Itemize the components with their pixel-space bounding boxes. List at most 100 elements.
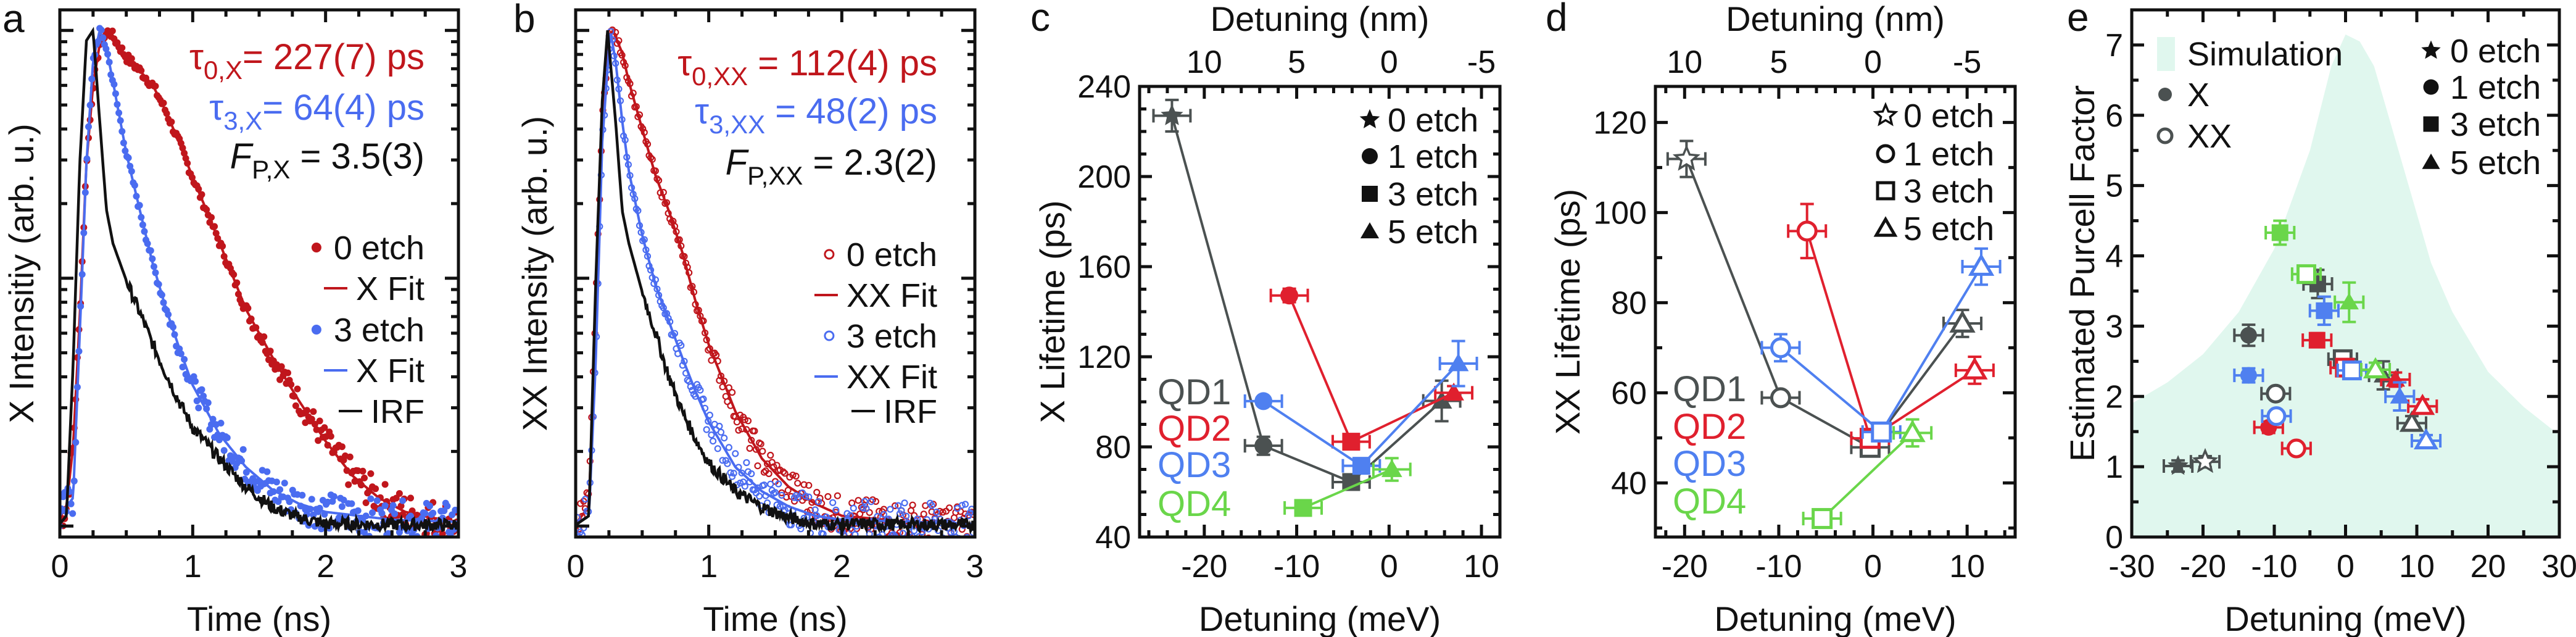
data-point: [263, 468, 271, 475]
data-point-triangle: [2339, 293, 2359, 310]
data-point: [709, 437, 717, 445]
data-point: [703, 426, 710, 433]
data-point: [381, 481, 389, 488]
data-point: [391, 510, 399, 517]
data-point: [361, 528, 368, 536]
data-point: [834, 492, 842, 499]
legend-label: 3 etch: [847, 318, 937, 355]
annotation-value: = 3.5(3): [290, 136, 425, 177]
data-point: [346, 453, 354, 460]
data-point: [759, 448, 766, 455]
connector-line: [1302, 468, 1393, 509]
data-point: [958, 502, 966, 509]
data-point: [945, 504, 953, 512]
annotation-symbol: F: [726, 143, 750, 183]
data-point: [741, 416, 748, 423]
data-point-circle: [1280, 286, 1299, 305]
legend-marker-icon: [824, 249, 835, 260]
annotation-subscript: 3,X: [223, 106, 262, 135]
x-tick-label: 0: [1864, 549, 1882, 585]
annotation-symbol: F: [230, 136, 254, 177]
data-point: [700, 395, 707, 403]
data-point: [779, 468, 787, 475]
data-point: [195, 404, 202, 412]
data-point: [765, 470, 772, 478]
connector-line: [1262, 362, 1460, 468]
axes-frame: [574, 8, 977, 539]
data-point: [802, 493, 810, 500]
data-point: [281, 480, 288, 487]
qd-label: QD1: [1673, 369, 1746, 409]
data-point: [903, 512, 910, 520]
y-tick-label: 5: [2105, 169, 2123, 204]
data-point: [794, 494, 801, 502]
data-point-triangle: [1968, 253, 1995, 276]
data-point: [868, 498, 875, 506]
legend-label: 3 etch: [1388, 176, 1478, 213]
data-point: [407, 494, 414, 502]
data-point: [330, 493, 338, 500]
legend-square-icon: [1362, 186, 1378, 202]
plot-area: [576, 26, 975, 537]
data-point: [378, 510, 386, 517]
data-point-star: [1161, 104, 1183, 125]
legend-simulation-swatch: [2157, 37, 2175, 71]
data-point: [421, 510, 429, 517]
data-point: [429, 509, 437, 517]
data-point: [824, 493, 832, 501]
x-tick-label: -10: [1274, 549, 1320, 585]
y-tick-label: 0: [2105, 520, 2123, 556]
data-point: [744, 417, 752, 425]
y-tick-label: 160: [1077, 249, 1131, 285]
data-point: [338, 443, 346, 451]
data-point-circle: [1796, 220, 1818, 242]
plot-area: [1152, 98, 1478, 517]
legend-label: 1 etch: [2450, 69, 2541, 106]
data-point-triangle: [2410, 393, 2435, 415]
y-axis-title: XX Intensity (arb. u.): [515, 116, 554, 431]
data-point: [800, 481, 808, 488]
y-tick-label: 1: [2105, 449, 2123, 485]
legend-label: 0 etch: [1903, 98, 1994, 135]
legend-label: 1 etch: [1903, 136, 1994, 173]
annotation-symbol: τ: [695, 91, 709, 131]
group-qd3: [2233, 295, 2442, 450]
panel-c: c Detuning (meV) X Lifetime (ps) -20 -10 0 10 4…: [1030, 0, 1502, 637]
legend-label: 5 etch: [1903, 210, 1994, 248]
qd-label: QD2: [1673, 407, 1746, 447]
y-axis-title: X Lifetime (ps): [1033, 201, 1072, 423]
data-point: [239, 446, 247, 453]
data-point: [367, 495, 375, 502]
data-point: [273, 478, 280, 486]
data-point: [452, 506, 458, 514]
annotation-symbol: τ: [677, 43, 692, 83]
ticks: [574, 10, 977, 537]
plot-area: [2132, 34, 2559, 537]
data-point: [735, 427, 742, 434]
data-point: [316, 417, 323, 425]
data-point: [340, 496, 347, 504]
legend-circle-icon: [1362, 148, 1378, 164]
x-axis-title: Time (ns): [703, 599, 847, 637]
qd-label: QD1: [1158, 372, 1231, 412]
legend-triangle-icon: [2422, 153, 2440, 169]
qd-label: QD2: [1158, 409, 1231, 449]
data-point: [369, 509, 376, 517]
data-point: [204, 399, 212, 406]
data-point: [315, 437, 322, 444]
top-x-tick-label: 5: [1288, 44, 1306, 80]
data-point: [721, 434, 728, 442]
data-point-circle: [1770, 387, 1791, 409]
data-point: [439, 530, 446, 537]
qd-label: QD4: [1673, 481, 1746, 522]
data-point: [855, 497, 862, 504]
data-point: [389, 502, 397, 509]
series-irf: [60, 27, 458, 534]
y-tick-label: 120: [1077, 339, 1131, 375]
data-point-triangle: [1961, 357, 1988, 380]
data-point: [928, 502, 935, 509]
data-point: [773, 501, 781, 509]
data-point: [961, 501, 969, 508]
plot-area: [1666, 139, 2002, 530]
legend-label: 0 etch: [334, 230, 425, 267]
